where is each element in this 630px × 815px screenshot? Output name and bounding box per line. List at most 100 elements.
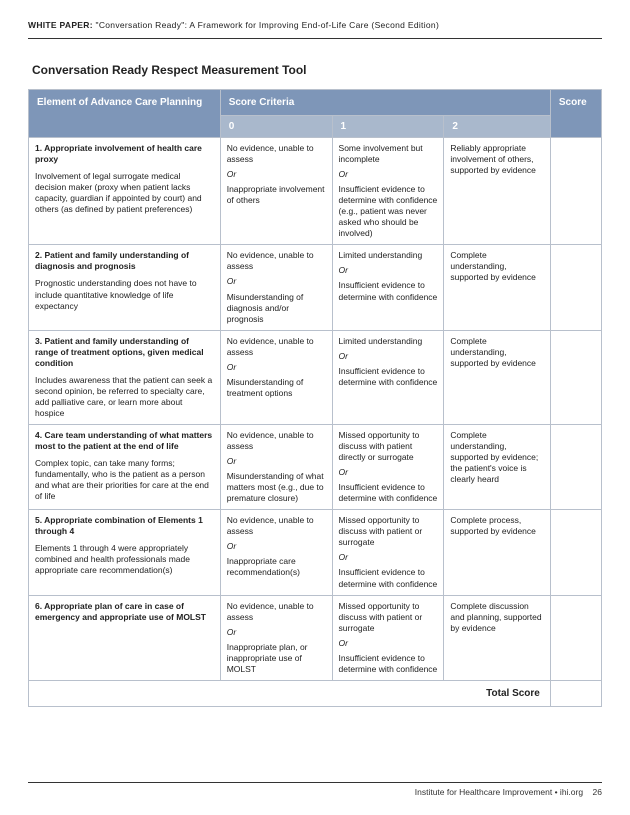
- element-cell: 2. Patient and family understanding of d…: [29, 245, 221, 330]
- score-0-cell: No evidence, unable to assess Or Misunders…: [220, 424, 332, 509]
- footer-org: Institute for Healthcare Improvement • i…: [415, 787, 583, 797]
- header-prefix: WHITE PAPER:: [28, 20, 93, 30]
- criteria-text: Complete process, supported by evidence: [450, 515, 536, 536]
- element-desc: Complex topic, can take many forms; fund…: [35, 458, 214, 502]
- criteria-text: Limited understanding: [339, 336, 423, 346]
- score-1-cell: Limited understanding Or Insufficient evid…: [332, 245, 444, 330]
- score-1-cell: Missed opportunity to discuss with patie…: [332, 424, 444, 509]
- element-title: 3. Patient and family understanding of r…: [35, 336, 214, 369]
- or-label: Or: [227, 169, 326, 180]
- criteria-text: Reliably appropriate involvement of othe…: [450, 143, 536, 175]
- criteria-text: Misunderstanding of what matters most (e…: [227, 471, 324, 503]
- element-desc: Elements 1 through 4 were appropriately …: [35, 543, 214, 576]
- footer-page: 26: [593, 787, 602, 797]
- or-label: Or: [227, 456, 326, 467]
- element-cell: 5. Appropriate combination of Elements 1…: [29, 510, 221, 595]
- score-entry-cell: [550, 330, 601, 424]
- or-label: Or: [227, 362, 326, 373]
- or-label: Or: [227, 541, 326, 552]
- or-label: Or: [339, 351, 438, 362]
- header-rule: [28, 38, 602, 39]
- criteria-text: Missed opportunity to discuss with patie…: [339, 601, 423, 633]
- criteria-text: Insufficient evidence to determine with …: [339, 280, 438, 301]
- criteria-text: Missed opportunity to discuss with patie…: [339, 515, 423, 547]
- score-entry-cell: [550, 595, 601, 680]
- total-score-label: Total Score: [29, 680, 551, 706]
- score-2-cell: Complete understanding, supported by evi…: [444, 330, 551, 424]
- criteria-text: Complete discussion and planning, suppor…: [450, 601, 541, 633]
- criteria-text: No evidence, unable to assess: [227, 601, 314, 622]
- score-0-cell: No evidence, unable to assess Or Inappropr…: [220, 138, 332, 245]
- col-1-header: 1: [332, 116, 444, 138]
- or-label: Or: [339, 467, 438, 478]
- score-1-cell: Limited understanding Or Insufficient evid…: [332, 330, 444, 424]
- criteria-text: No evidence, unable to assess: [227, 143, 314, 164]
- element-cell: 6. Appropriate plan of care in case of e…: [29, 595, 221, 680]
- col-criteria-header: Score Criteria: [220, 90, 550, 116]
- score-entry-cell: [550, 138, 601, 245]
- table-row: 3. Patient and family understanding of r…: [29, 330, 602, 424]
- criteria-text: Some involvement but incomplete: [339, 143, 423, 164]
- or-label: Or: [339, 265, 438, 276]
- criteria-text: No evidence, unable to assess: [227, 515, 314, 536]
- score-2-cell: Reliably appropriate involvement of othe…: [444, 138, 551, 245]
- score-entry-cell: [550, 424, 601, 509]
- header-title: "Conversation Ready": A Framework for Im…: [96, 20, 440, 30]
- element-title: 1. Appropriate involvement of health car…: [35, 143, 214, 165]
- measurement-table: Element of Advance Care Planning Score C…: [28, 89, 602, 707]
- criteria-text: Complete understanding, supported by evi…: [450, 336, 536, 368]
- score-1-cell: Missed opportunity to discuss with patie…: [332, 510, 444, 595]
- score-2-cell: Complete discussion and planning, suppor…: [444, 595, 551, 680]
- or-label: Or: [339, 638, 438, 649]
- element-title: 4. Care team understanding of what matte…: [35, 430, 214, 452]
- col-score-header: Score: [550, 90, 601, 138]
- element-title: 6. Appropriate plan of care in case of e…: [35, 601, 214, 623]
- footer-rule: [28, 782, 602, 783]
- or-label: Or: [227, 276, 326, 287]
- table-row: 2. Patient and family understanding of d…: [29, 245, 602, 330]
- criteria-text: Insufficient evidence to determine with …: [339, 482, 438, 503]
- criteria-text: Insufficient evidence to determine with …: [339, 567, 438, 588]
- element-cell: 4. Care team understanding of what matte…: [29, 424, 221, 509]
- table-row: 1. Appropriate involvement of health car…: [29, 138, 602, 245]
- criteria-text: Missed opportunity to discuss with patie…: [339, 430, 420, 462]
- table-row: 5. Appropriate combination of Elements 1…: [29, 510, 602, 595]
- criteria-text: Inappropriate care recommendation(s): [227, 556, 300, 577]
- criteria-text: Inappropriate plan, or inappropriate use…: [227, 642, 308, 674]
- criteria-text: No evidence, unable to assess: [227, 336, 314, 357]
- score-entry-cell: [550, 245, 601, 330]
- score-0-cell: No evidence, unable to assess Or Inappropr…: [220, 595, 332, 680]
- criteria-text: Limited understanding: [339, 250, 423, 260]
- criteria-text: Misunderstanding of treatment options: [227, 377, 304, 398]
- score-entry-cell: [550, 510, 601, 595]
- or-label: Or: [227, 627, 326, 638]
- page-footer: Institute for Healthcare Improvement • i…: [28, 782, 602, 797]
- criteria-text: No evidence, unable to assess: [227, 250, 314, 271]
- element-desc: Involvement of legal surrogate medical d…: [35, 171, 214, 215]
- score-1-cell: Missed opportunity to discuss with patie…: [332, 595, 444, 680]
- element-title: 5. Appropriate combination of Elements 1…: [35, 515, 214, 537]
- score-2-cell: Complete process, supported by evidence: [444, 510, 551, 595]
- score-0-cell: No evidence, unable to assessOrMisunders…: [220, 245, 332, 330]
- table-row: 4. Care team understanding of what matte…: [29, 424, 602, 509]
- criteria-text: Complete understanding, supported by evi…: [450, 430, 538, 484]
- criteria-text: Insufficient evidence to determine with …: [339, 366, 438, 387]
- element-cell: 1. Appropriate involvement of health car…: [29, 138, 221, 245]
- score-2-cell: Complete understanding, supported by evi…: [444, 245, 551, 330]
- col-0-header: 0: [220, 116, 332, 138]
- criteria-text: Insufficient evidence to determine with …: [339, 653, 438, 674]
- total-score-cell: [550, 680, 601, 706]
- col-element-header: Element of Advance Care Planning: [29, 90, 221, 138]
- element-desc: Prognostic understanding does not have t…: [35, 278, 214, 311]
- score-1-cell: Some involvement but incompleteOrInsuffi…: [332, 138, 444, 245]
- col-2-header: 2: [444, 116, 551, 138]
- element-desc: Includes awareness that the patient can …: [35, 375, 214, 419]
- element-title: 2. Patient and family understanding of d…: [35, 250, 214, 272]
- criteria-text: Complete understanding, supported by evi…: [450, 250, 536, 282]
- table-row: 6. Appropriate plan of care in case of e…: [29, 595, 602, 680]
- criteria-text: No evidence, unable to assess: [227, 430, 314, 451]
- score-2-cell: Complete understanding, supported by evi…: [444, 424, 551, 509]
- criteria-text: Insufficient evidence to determine with …: [339, 184, 438, 238]
- or-label: Or: [339, 552, 438, 563]
- criteria-text: Inappropriate involvement of others: [227, 184, 325, 205]
